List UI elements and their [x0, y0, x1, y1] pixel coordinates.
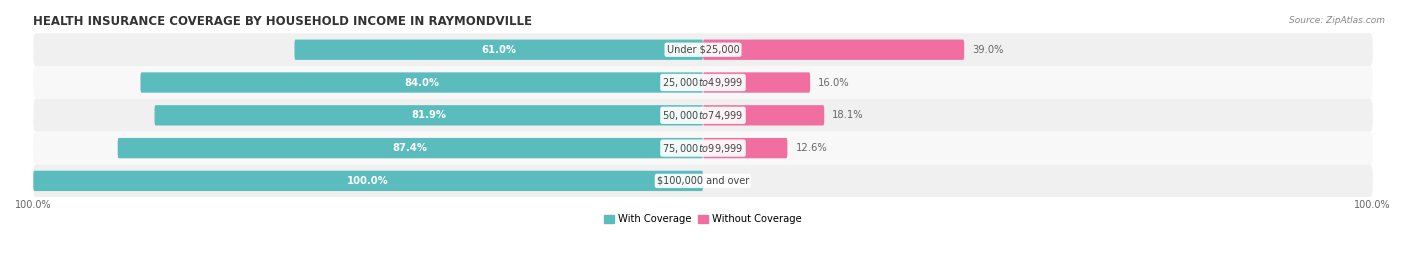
Text: HEALTH INSURANCE COVERAGE BY HOUSEHOLD INCOME IN RAYMONDVILLE: HEALTH INSURANCE COVERAGE BY HOUSEHOLD I… [34, 15, 533, 28]
Text: 18.1%: 18.1% [832, 110, 863, 120]
Text: Under $25,000: Under $25,000 [666, 45, 740, 55]
FancyBboxPatch shape [155, 105, 703, 125]
Text: 12.6%: 12.6% [796, 143, 827, 153]
Legend: With Coverage, Without Coverage: With Coverage, Without Coverage [600, 210, 806, 228]
FancyBboxPatch shape [294, 40, 703, 60]
Text: 16.0%: 16.0% [818, 77, 849, 87]
Text: 84.0%: 84.0% [405, 77, 439, 87]
FancyBboxPatch shape [34, 66, 1372, 99]
Text: $75,000 to $99,999: $75,000 to $99,999 [662, 141, 744, 155]
FancyBboxPatch shape [703, 72, 810, 93]
FancyBboxPatch shape [34, 99, 1372, 132]
FancyBboxPatch shape [34, 171, 703, 191]
Text: $50,000 to $74,999: $50,000 to $74,999 [662, 109, 744, 122]
Text: $25,000 to $49,999: $25,000 to $49,999 [662, 76, 744, 89]
FancyBboxPatch shape [34, 132, 1372, 165]
FancyBboxPatch shape [703, 138, 787, 158]
FancyBboxPatch shape [141, 72, 703, 93]
Text: 61.0%: 61.0% [481, 45, 516, 55]
Text: 81.9%: 81.9% [412, 110, 446, 120]
Text: Source: ZipAtlas.com: Source: ZipAtlas.com [1289, 16, 1385, 25]
FancyBboxPatch shape [703, 40, 965, 60]
FancyBboxPatch shape [34, 165, 1372, 197]
Text: 0.0%: 0.0% [711, 176, 737, 186]
Text: 87.4%: 87.4% [392, 143, 427, 153]
Text: 100.0%: 100.0% [347, 176, 389, 186]
Text: $100,000 and over: $100,000 and over [657, 176, 749, 186]
FancyBboxPatch shape [703, 105, 824, 125]
Text: 39.0%: 39.0% [972, 45, 1004, 55]
FancyBboxPatch shape [34, 33, 1372, 66]
FancyBboxPatch shape [118, 138, 703, 158]
